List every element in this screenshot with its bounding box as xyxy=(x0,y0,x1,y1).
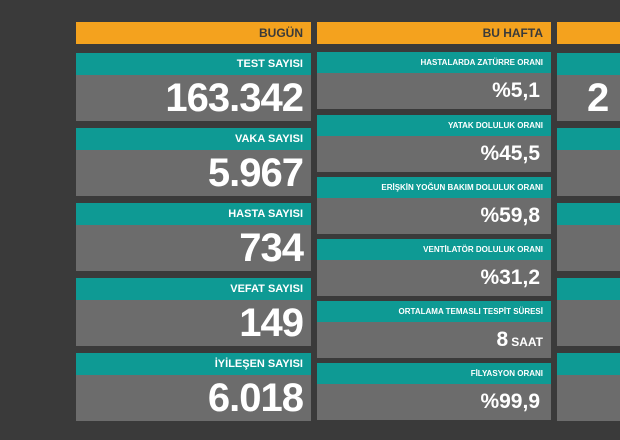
stat-value: 5.967 xyxy=(76,150,311,196)
stat-value: %5,1 xyxy=(317,73,551,109)
stat-recovered-count: İYİLEŞEN SAYISI 6.018 xyxy=(76,353,311,421)
stat-icu-occupancy: ERİŞKİN YOĞUN BAKIM DOLULUK ORANI %59,8 xyxy=(317,177,551,234)
stat-value: 163.342 xyxy=(76,75,311,121)
stat-label: VENTİLATÖR DOLULUK ORANI xyxy=(317,239,551,260)
stat-label: HASTALARDA ZATÜRRE ORANI xyxy=(317,52,551,73)
stat-label: VEFAT SAYISI xyxy=(76,278,311,300)
stat-value: 8 SAAT xyxy=(317,322,551,358)
stat-test-count: TEST SAYISI 163.342 xyxy=(76,53,311,121)
stat-contact-detection-time: ORTALAMA TEMASLI TESPİT SÜRESİ 8 SAAT xyxy=(317,301,551,358)
stat-number: 8 xyxy=(496,328,509,351)
stat-value xyxy=(557,300,620,346)
stat-patient-count: HASTA SAYISI 734 xyxy=(76,203,311,271)
stat-value: 6.018 xyxy=(76,375,311,421)
today-header: BUGÜN xyxy=(76,22,311,44)
stat-value: %31,2 xyxy=(317,260,551,296)
stat-value: %99,9 xyxy=(317,384,551,420)
third-stat-1: 2 xyxy=(557,53,620,121)
stat-value: 2 xyxy=(557,75,620,121)
stat-case-count: VAKA SAYISI 5.967 xyxy=(76,128,311,196)
week-panel: BU HAFTA HASTALARDA ZATÜRRE ORANI %5,1 Y… xyxy=(317,22,551,420)
third-stat-2 xyxy=(557,128,620,196)
third-stat-3 xyxy=(557,203,620,271)
stat-label xyxy=(557,353,620,375)
stat-label xyxy=(557,53,620,75)
third-stat-4 xyxy=(557,278,620,346)
stat-value: %59,8 xyxy=(317,198,551,234)
stat-label: FİLYASYON ORANI xyxy=(317,363,551,384)
stat-label: VAKA SAYISI xyxy=(76,128,311,150)
stat-label: HASTA SAYISI xyxy=(76,203,311,225)
stat-number: %99,9 xyxy=(480,390,540,413)
third-panel: 2 xyxy=(557,22,620,421)
stat-number: %31,2 xyxy=(480,266,540,289)
stat-ventilator-occupancy: VENTİLATÖR DOLULUK ORANI %31,2 xyxy=(317,239,551,296)
stat-value: 734 xyxy=(76,225,311,271)
stat-pneumonia-rate: HASTALARDA ZATÜRRE ORANI %5,1 xyxy=(317,52,551,109)
week-header: BU HAFTA xyxy=(317,22,551,44)
stat-number: %5,1 xyxy=(492,79,540,102)
stat-label xyxy=(557,278,620,300)
today-panel: BUGÜN TEST SAYISI 163.342 VAKA SAYISI 5.… xyxy=(76,22,311,421)
third-header xyxy=(557,22,620,44)
stat-label: ORTALAMA TEMASLI TESPİT SÜRESİ xyxy=(317,301,551,322)
stat-value: %45,5 xyxy=(317,136,551,172)
stat-unit: SAAT xyxy=(511,335,543,349)
stat-label: TEST SAYISI xyxy=(76,53,311,75)
stat-filiation-rate: FİLYASYON ORANI %99,9 xyxy=(317,363,551,420)
stat-label: YATAK DOLULUK ORANI xyxy=(317,115,551,136)
stat-label: ERİŞKİN YOĞUN BAKIM DOLULUK ORANI xyxy=(317,177,551,198)
stat-bed-occupancy: YATAK DOLULUK ORANI %45,5 xyxy=(317,115,551,172)
stat-death-count: VEFAT SAYISI 149 xyxy=(76,278,311,346)
stat-number: %45,5 xyxy=(480,142,540,165)
stat-label: İYİLEŞEN SAYISI xyxy=(76,353,311,375)
stat-value xyxy=(557,225,620,271)
third-stat-5 xyxy=(557,353,620,421)
stat-value xyxy=(557,375,620,421)
stat-label xyxy=(557,203,620,225)
stat-label xyxy=(557,128,620,150)
stat-value xyxy=(557,150,620,196)
stat-value: 149 xyxy=(76,300,311,346)
stat-number: %59,8 xyxy=(480,204,540,227)
